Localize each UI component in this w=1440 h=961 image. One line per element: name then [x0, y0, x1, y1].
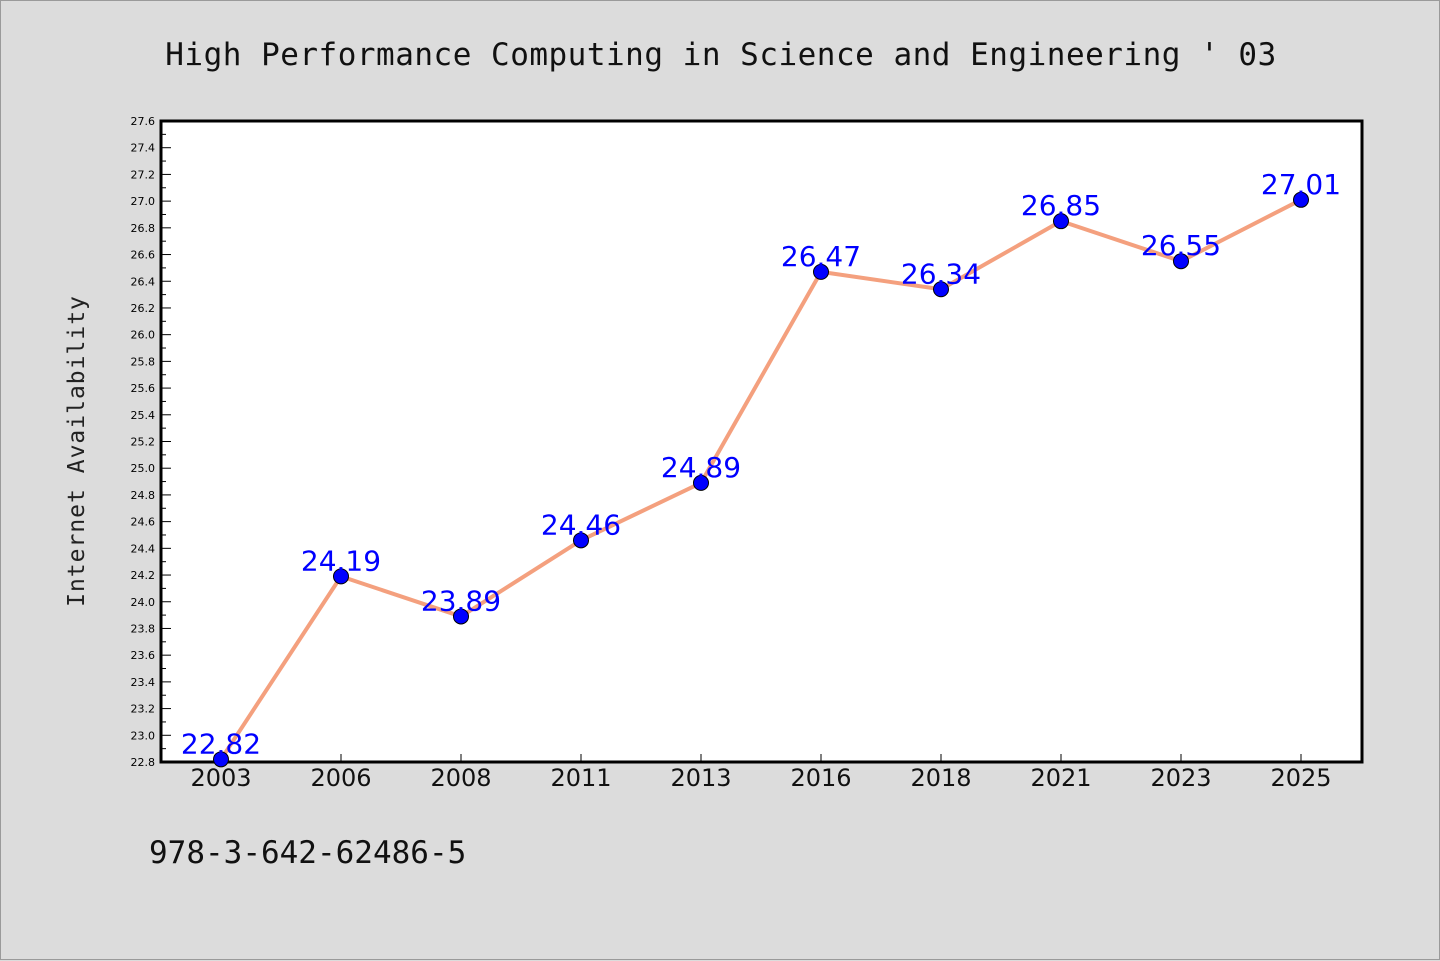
series-line: [219, 197, 1303, 762]
data-label: 26.34: [901, 257, 981, 290]
x-tick-label: 2025: [1270, 764, 1331, 792]
y-tick-label: 26.6: [131, 249, 156, 262]
y-tick-label: 24.2: [131, 569, 156, 582]
y-tick-label: 27.4: [131, 142, 156, 155]
data-point: [1173, 253, 1189, 270]
y-tick-label: 24.6: [131, 516, 156, 529]
data-point: [933, 281, 949, 298]
y-tick-label: 27.0: [131, 195, 156, 208]
x-tick-label: 2023: [1150, 764, 1211, 792]
data-label: 26.55: [1141, 229, 1221, 262]
plot-area: [159, 119, 1364, 764]
y-tick-label: 25.8: [131, 355, 156, 368]
data-point: [573, 532, 589, 549]
data-label: 22.82: [181, 727, 261, 760]
data-point: [1053, 213, 1069, 230]
y-tick-label: 23.4: [131, 676, 156, 689]
y-tick-label: 23.6: [131, 649, 156, 662]
y-tick-label: 22.8: [131, 756, 156, 769]
x-tick-label: 2013: [670, 764, 731, 792]
data-point: [813, 263, 829, 280]
data-point: [453, 608, 469, 625]
y-tick-label: 24.4: [131, 542, 156, 555]
y-tick-label: 23.8: [131, 622, 156, 635]
data-point: [333, 568, 349, 585]
y-tick-label: 26.0: [131, 329, 156, 342]
data-point: [693, 474, 709, 491]
y-tick-label: 27.6: [131, 115, 156, 128]
y-tick-label: 23.2: [131, 703, 156, 716]
y-tick-label: 24.8: [131, 489, 156, 502]
x-tick-label: 2018: [910, 764, 971, 792]
y-tick-label: 25.4: [131, 409, 156, 422]
y-tick-label: 27.2: [131, 168, 156, 181]
y-tick-label: 26.2: [131, 302, 156, 315]
x-tick-label: 2011: [550, 764, 611, 792]
x-tick-label: 2016: [790, 764, 851, 792]
x-tick-label: 2006: [310, 764, 371, 792]
data-label: 24.89: [661, 451, 741, 484]
y-tick-label: 26.4: [131, 275, 156, 288]
data-label: 23.89: [421, 584, 501, 617]
data-label: 26.85: [1021, 189, 1101, 222]
x-tick-label: 2003: [190, 764, 251, 792]
data-label: 24.19: [301, 544, 381, 577]
isbn-text: 978-3-642-62486-5: [149, 835, 467, 871]
data-point: [213, 751, 229, 768]
data-label: 24.46: [541, 508, 621, 541]
y-tick-label: 25.6: [131, 382, 156, 395]
data-point: [1293, 191, 1309, 208]
data-label: 26.47: [781, 240, 861, 273]
x-tick-label: 2021: [1030, 764, 1091, 792]
y-tick-label: 26.8: [131, 222, 156, 235]
chart-title: High Performance Computing in Science an…: [165, 37, 1277, 73]
data-label: 27.01: [1261, 168, 1341, 201]
x-tick-label: 2008: [430, 764, 491, 792]
y-tick-label: 25.2: [131, 436, 156, 449]
y-tick-label: 23.0: [131, 729, 156, 742]
y-tick-label: 25.0: [131, 462, 156, 475]
y-tick-label: 24.0: [131, 596, 156, 609]
